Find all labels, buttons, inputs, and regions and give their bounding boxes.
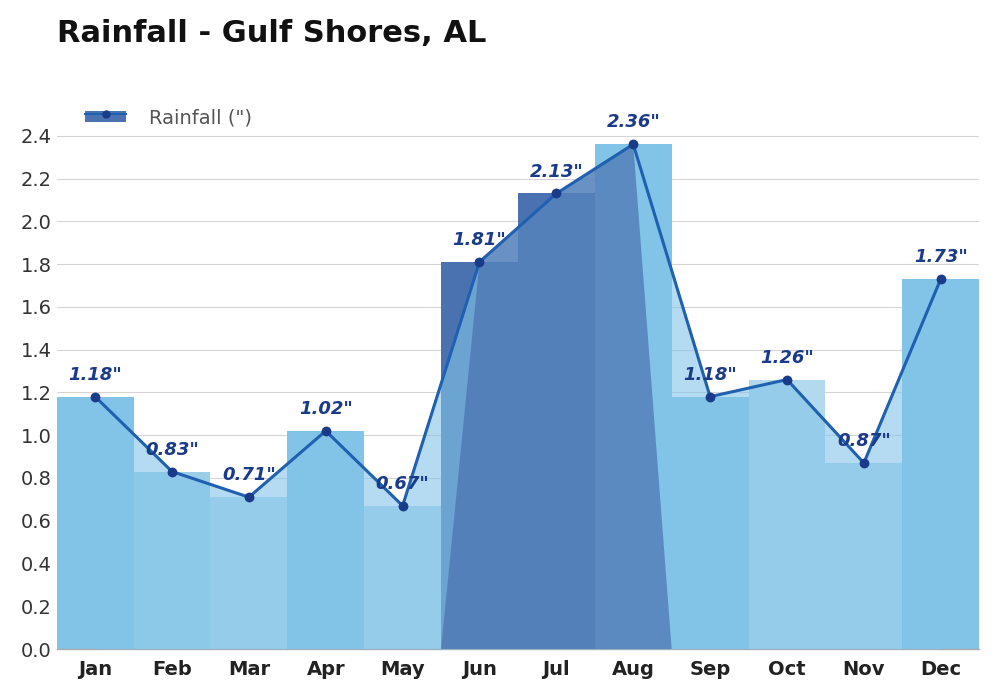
Bar — [902, 279, 979, 649]
Point — [625, 139, 641, 150]
Legend: Rainfall ("): Rainfall (") — [85, 108, 252, 127]
Point — [318, 426, 334, 437]
Point — [548, 188, 564, 199]
Bar — [364, 506, 441, 649]
Text: 1.73": 1.73" — [914, 248, 968, 266]
Text: Rainfall - Gulf Shores, AL: Rainfall - Gulf Shores, AL — [57, 20, 486, 48]
Bar — [595, 144, 672, 649]
Text: 1.18": 1.18" — [68, 366, 122, 384]
Point — [87, 391, 103, 402]
Text: 0.83": 0.83" — [145, 441, 199, 458]
Point — [471, 256, 487, 267]
Bar — [749, 379, 825, 649]
Bar — [825, 463, 902, 649]
Text: 1.81": 1.81" — [453, 231, 506, 249]
Point — [395, 500, 411, 512]
Bar — [518, 193, 595, 649]
Bar — [210, 497, 287, 649]
Text: 2.36": 2.36" — [606, 113, 660, 132]
Point — [933, 274, 949, 285]
Bar — [134, 472, 210, 649]
Text: 2.13": 2.13" — [529, 162, 583, 181]
Polygon shape — [441, 144, 672, 649]
Text: 0.87": 0.87" — [837, 432, 891, 450]
Bar — [441, 262, 518, 649]
Text: 0.71": 0.71" — [222, 466, 276, 484]
Point — [241, 491, 257, 503]
Text: 1.26": 1.26" — [760, 349, 814, 367]
Point — [779, 374, 795, 385]
Point — [702, 391, 718, 402]
Text: 0.67": 0.67" — [376, 475, 429, 493]
Text: 1.02": 1.02" — [299, 400, 353, 418]
Bar — [57, 397, 134, 649]
Text: 1.18": 1.18" — [683, 366, 737, 384]
Bar — [672, 397, 749, 649]
Point — [164, 466, 180, 477]
Point — [856, 457, 872, 468]
Bar — [287, 431, 364, 649]
